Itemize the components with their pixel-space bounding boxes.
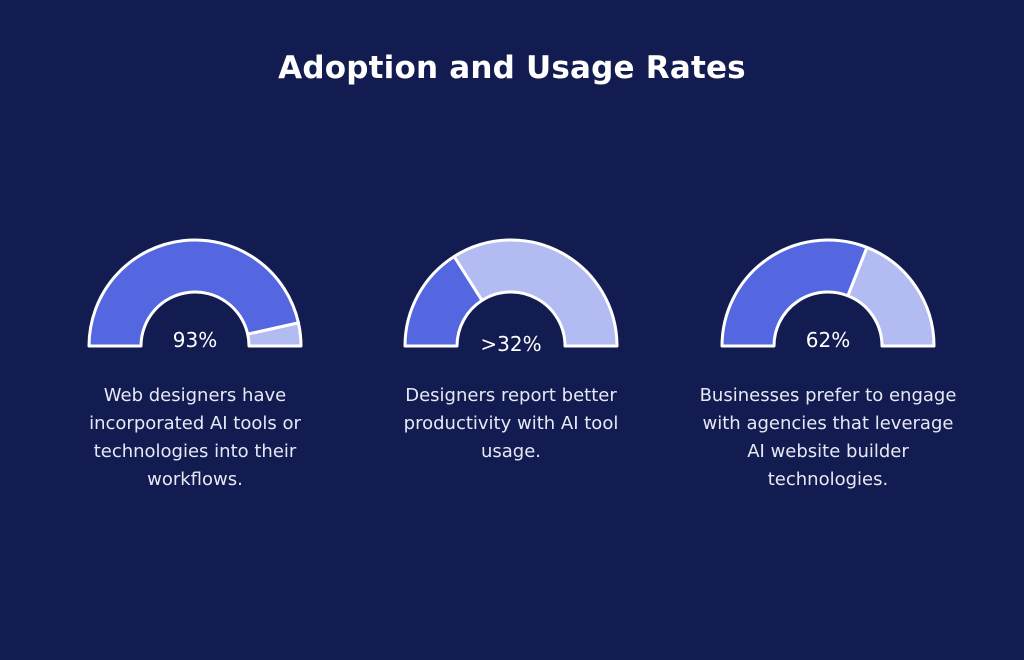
gauge-description: Designers report better productivity wit… [403, 385, 619, 462]
chart-title: Adoption and Usage Rates [278, 50, 746, 86]
gauge-card-designers-productivity: >32% Designers report better productivit… [381, 238, 641, 538]
gauge-value-label: 93% [172, 328, 218, 352]
gauge-description: Web designers have incorporated AI tools… [89, 385, 301, 490]
gauge-designers-productivity [403, 238, 619, 348]
gauge-remaining-arc [846, 245, 936, 348]
gauge-description: Businesses prefer to engage with agencie… [699, 385, 957, 490]
gauge-value-label: 62% [805, 328, 851, 352]
gauge-filled-arc [87, 238, 300, 348]
gauge-value-label: >32% [480, 332, 542, 356]
gauge-filled-arc [720, 238, 869, 348]
gauge-card-businesses: 62% Businesses prefer to engage with age… [698, 238, 958, 538]
gauge-web-designers [87, 238, 303, 348]
gauge-remaining-arc [452, 238, 619, 348]
gauge-card-web-designers: 93% Web designers have incorporated AI t… [65, 238, 325, 538]
gauge-remaining-arc [246, 321, 303, 348]
gauge-businesses [720, 238, 936, 348]
